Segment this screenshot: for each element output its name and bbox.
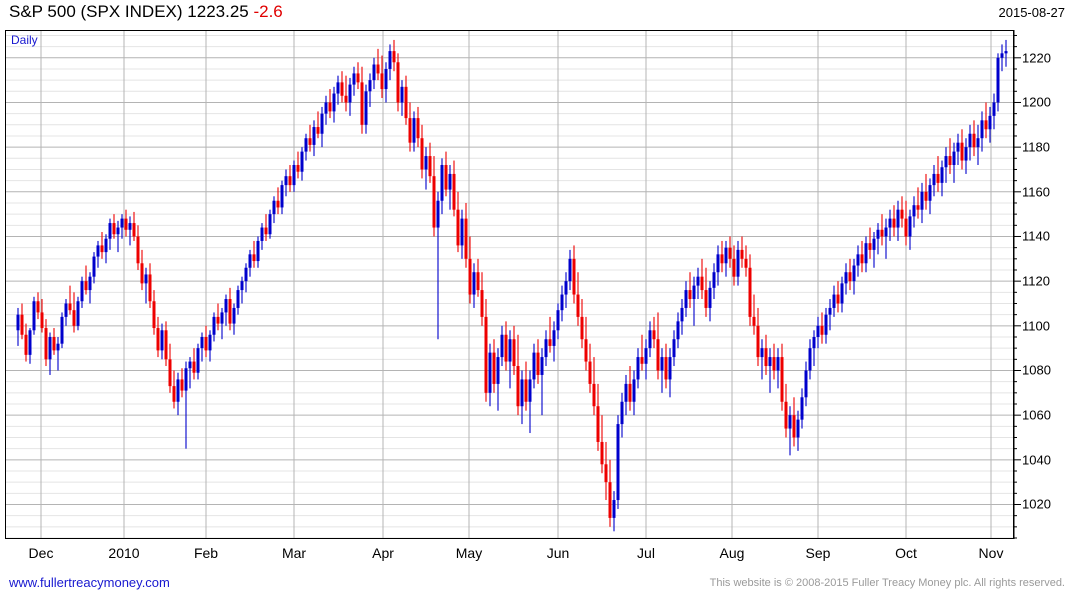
y-axis-tick-label: 1160 [1022,184,1050,200]
last-price: 1223.25 [187,2,249,21]
y-axis-tick-label: 1040 [1022,452,1051,468]
y-axis-ticks [1014,30,1021,539]
x-axis-tick-label: Mar [281,545,307,561]
x-axis-tick-label: Nov [978,545,1004,561]
x-axis-tick-label: Jun [546,545,570,561]
x-axis-tick-label: May [455,545,483,561]
site-url-link[interactable]: www.fullertreacymoney.com [9,575,170,590]
instrument-title: S&P 500 (SPX INDEX) 1223.25 -2.6 [9,2,283,22]
y-axis-tick-label: 1220 [1022,50,1051,66]
instrument-symbol: S&P 500 (SPX INDEX) [9,2,183,21]
price-change: -2.6 [253,2,283,21]
y-axis-tick-label: 1060 [1022,407,1051,423]
y-axis-tick-label: 1200 [1022,94,1051,110]
x-axis-tick-label: Oct [895,545,917,561]
y-axis-tick-label: 1100 [1022,318,1050,334]
x-axis-tick-label: Feb [193,545,219,561]
x-axis-tick-label: Dec [28,545,54,561]
copyright-notice: This website is © 2008-2015 Fuller Treac… [709,577,1065,589]
chart-footer: www.fullertreacymoney.com This website i… [0,575,1075,600]
frequency-label: Daily [11,33,38,47]
y-axis-tick-label: 1140 [1022,228,1050,244]
x-axis-tick-label: Jul [637,545,655,561]
x-axis-tick-label: Sep [805,545,831,561]
x-axis-tick-label: 2010 [108,545,140,561]
y-axis-tick-label: 1020 [1022,496,1051,512]
y-axis-tick-label: 1080 [1022,362,1051,378]
y-axis-tick-label: 1180 [1022,139,1050,155]
y-axis-tick-label: 1120 [1022,273,1050,289]
candlestick-series [16,39,1008,532]
as-of-date: 2015-08-27 [998,5,1066,20]
x-axis-tick-label: Aug [719,545,745,561]
chart-header: S&P 500 (SPX INDEX) 1223.25 -2.6 2015-08… [0,0,1075,28]
x-axis-tick-label: Apr [372,545,394,561]
chart-plot-area[interactable]: Daily [5,30,1014,539]
